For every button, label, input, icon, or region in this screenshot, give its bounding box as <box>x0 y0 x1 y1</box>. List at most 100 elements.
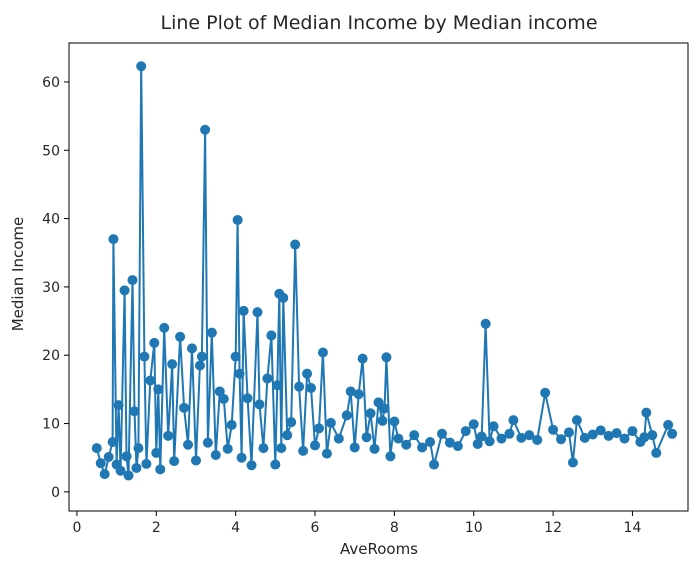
data-point <box>145 375 156 386</box>
data-point <box>353 389 364 400</box>
data-point <box>163 430 174 441</box>
data-point <box>196 351 207 362</box>
data-point <box>151 447 162 458</box>
data-point <box>286 417 297 428</box>
data-point <box>159 322 170 333</box>
data-point <box>115 465 126 476</box>
data-point <box>516 432 527 443</box>
data-point <box>325 417 336 428</box>
data-point <box>647 430 658 441</box>
data-point <box>242 393 253 404</box>
x-tick-label: 2 <box>152 520 161 536</box>
data-point <box>401 439 412 450</box>
data-point <box>310 440 321 451</box>
data-point <box>258 443 269 454</box>
x-tick-label: 6 <box>311 520 320 536</box>
data-point <box>409 430 420 441</box>
y-tick-label: 40 <box>42 212 60 228</box>
data-point <box>133 443 144 454</box>
x-tick-label: 8 <box>390 520 399 536</box>
data-point <box>187 343 198 354</box>
data-point <box>571 415 582 426</box>
data-point <box>266 330 277 341</box>
data-point <box>345 386 356 397</box>
data-point <box>129 406 140 417</box>
data-point <box>429 459 440 470</box>
data-point <box>321 448 332 459</box>
data-point <box>131 462 142 473</box>
data-point <box>254 399 265 410</box>
data-point <box>619 433 630 444</box>
data-point <box>532 434 543 445</box>
data-point <box>579 432 590 443</box>
y-tick-label: 60 <box>42 75 60 91</box>
y-tick-label: 50 <box>42 143 60 159</box>
data-point <box>393 433 404 444</box>
data-point <box>452 441 463 452</box>
data-point <box>663 419 674 430</box>
x-tick-label: 4 <box>231 520 240 536</box>
data-point <box>108 234 119 245</box>
y-axis-label: Median Income <box>9 217 27 332</box>
data-point <box>123 470 134 481</box>
data-point <box>472 439 483 450</box>
data-point <box>341 410 352 421</box>
data-point <box>313 423 324 434</box>
data-point <box>587 429 598 440</box>
data-point <box>183 439 194 450</box>
data-point <box>639 432 650 443</box>
data-point <box>119 285 130 296</box>
data-point <box>95 458 106 469</box>
data-point <box>389 416 400 427</box>
data-point <box>373 397 384 408</box>
data-point <box>369 443 380 454</box>
data-point <box>349 442 360 453</box>
data-point <box>149 337 160 348</box>
data-point <box>139 351 150 362</box>
data-point <box>282 430 293 441</box>
y-tick-label: 20 <box>42 348 60 364</box>
data-point <box>141 458 152 469</box>
data-point <box>194 360 205 371</box>
data-point <box>270 459 281 470</box>
data-point <box>508 415 519 426</box>
data-point <box>365 408 376 419</box>
data-point <box>107 436 118 447</box>
data-point <box>294 381 305 392</box>
data-point <box>236 452 247 463</box>
data-point <box>425 436 436 447</box>
data-point <box>155 464 166 475</box>
axes-frame <box>68 42 689 512</box>
data-point <box>91 443 102 454</box>
data-point <box>302 368 313 379</box>
data-point <box>121 451 132 462</box>
data-point <box>262 373 273 384</box>
data-point <box>476 431 487 442</box>
data-point <box>238 305 249 316</box>
data-point <box>436 428 447 439</box>
data-point <box>210 449 221 460</box>
data-point <box>480 318 491 329</box>
y-tick-label: 30 <box>42 280 60 296</box>
data-point <box>222 443 233 454</box>
x-tick-label: 12 <box>544 520 562 536</box>
data-point <box>504 428 515 439</box>
x-tick-label: 10 <box>465 520 483 536</box>
data-point <box>484 436 495 447</box>
data-point <box>200 124 211 135</box>
x-tick-label: 14 <box>624 520 642 536</box>
data-point <box>246 460 257 471</box>
data-point <box>175 331 186 342</box>
data-point <box>567 457 578 468</box>
data-point <box>136 61 147 72</box>
data-point <box>214 386 225 397</box>
data-point <box>278 292 289 303</box>
data-point <box>218 393 229 404</box>
data-point <box>153 384 164 395</box>
data-point <box>377 415 388 426</box>
y-axis: 0 10 20 30 40 50 60 <box>42 75 69 501</box>
data-point <box>232 214 243 225</box>
